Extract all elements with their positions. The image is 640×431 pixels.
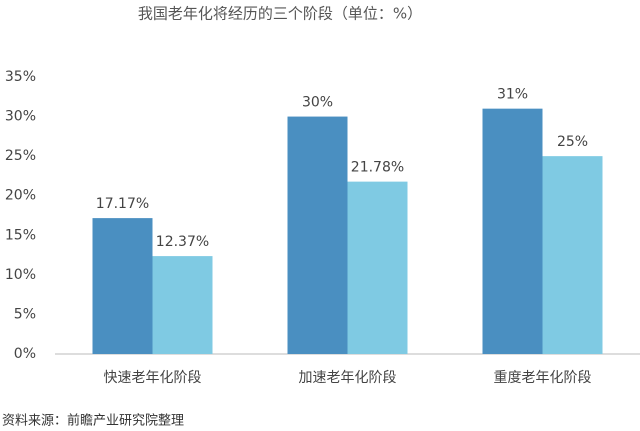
x-tick-label: 重度老年化阶段 xyxy=(494,370,592,386)
y-tick-label: 25% xyxy=(5,148,36,164)
y-tick-label: 35% xyxy=(5,69,36,85)
source-note: 资料来源：前瞻产业研究院整理 xyxy=(2,413,184,429)
y-tick-label: 15% xyxy=(5,227,36,243)
data-label: 17.17% xyxy=(96,196,149,212)
bar xyxy=(287,116,348,354)
x-tick-label: 加速老年化阶段 xyxy=(299,370,397,386)
bar xyxy=(347,181,408,354)
chart-title: 我国老年化将经历的三个阶段（单位：%） xyxy=(138,5,422,23)
x-tick-label: 快速老年化阶段 xyxy=(104,370,202,386)
data-label: 31% xyxy=(497,87,528,103)
data-label: 21.78% xyxy=(351,160,404,176)
y-tick-label: 10% xyxy=(5,267,36,283)
y-tick-label: 20% xyxy=(5,188,36,204)
data-label: 12.37% xyxy=(156,234,209,250)
data-label: 30% xyxy=(302,95,333,111)
bar xyxy=(542,156,603,354)
bar xyxy=(152,256,213,354)
data-label: 25% xyxy=(557,134,588,150)
y-tick-label: 5% xyxy=(14,306,36,322)
y-tick-label: 30% xyxy=(5,109,36,125)
bar xyxy=(92,218,153,354)
bar xyxy=(482,108,543,355)
y-tick-label: 0% xyxy=(14,346,36,362)
